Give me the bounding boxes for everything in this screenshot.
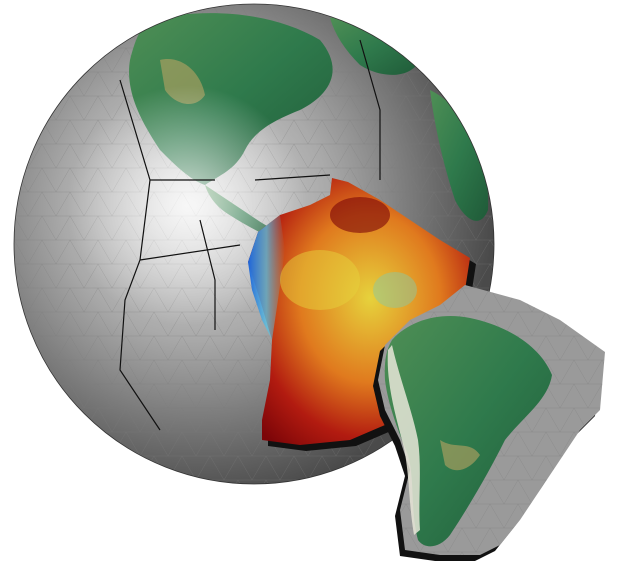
south-america-landmass xyxy=(384,316,552,547)
mantle-tomography-slab xyxy=(248,178,470,445)
plate-boundary xyxy=(119,39,381,431)
south-america-block xyxy=(378,285,605,555)
